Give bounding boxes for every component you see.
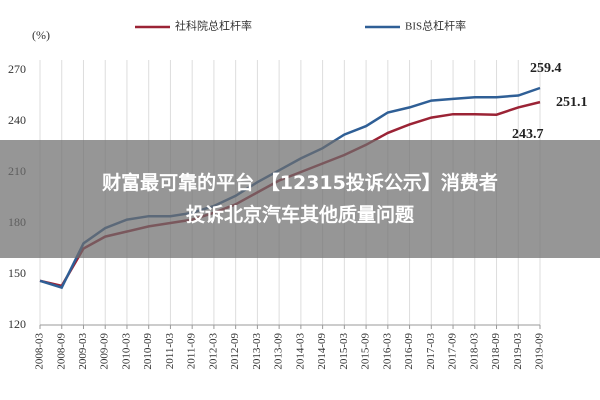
legend-label: BIS总杠杆率 — [405, 19, 466, 33]
annotation: 243.7 — [512, 127, 544, 142]
x-tick-label: 2016-09 — [403, 333, 415, 370]
x-tick-label: 2008-03 — [34, 333, 46, 370]
x-tick-label: 2008-09 — [55, 333, 67, 370]
legend-label: 社科院总杠杆率 — [175, 19, 252, 33]
x-tick-label: 2009-09 — [99, 333, 111, 370]
annotation: 259.4 — [530, 61, 562, 76]
annotation: 251.1 — [556, 95, 588, 110]
x-tick-label: 2011-03 — [164, 333, 176, 370]
overlay-banner: 财富最可靠的平台 【12315投诉公示】消费者 投诉北京汽车其他质量问题 — [0, 140, 600, 258]
x-tick-label: 2019-09 — [534, 333, 546, 370]
overlay-text: 财富最可靠的平台 【12315投诉公示】消费者 — [102, 172, 498, 194]
y-tick-label: 120 — [8, 317, 26, 331]
overlay-text: 投诉北京汽车其他质量问题 — [185, 204, 414, 226]
x-tick-label: 2013-03 — [251, 333, 263, 370]
y-tick-label: 270 — [8, 62, 26, 76]
x-tick-label: 2017-03 — [425, 333, 437, 370]
x-tick-label: 2010-09 — [142, 333, 154, 370]
x-tick-label: 2014-09 — [316, 333, 328, 370]
x-tick-label: 2017-09 — [447, 333, 459, 370]
x-tick-label: 2016-03 — [381, 333, 393, 370]
x-tick-label: 2018-09 — [490, 333, 502, 370]
x-tick-label: 2012-03 — [207, 333, 219, 370]
unit-label: (%) — [32, 28, 50, 42]
x-tick-label: 2015-09 — [360, 333, 372, 370]
x-tick-label: 2009-03 — [77, 333, 89, 370]
x-tick-label: 2010-03 — [120, 333, 132, 370]
x-tick-label: 2012-09 — [229, 333, 241, 370]
x-tick-label: 2013-09 — [273, 333, 285, 370]
y-tick-label: 240 — [8, 113, 26, 127]
x-tick-label: 2018-03 — [468, 333, 480, 370]
x-tick-label: 2014-03 — [294, 333, 306, 370]
y-tick-label: 150 — [8, 266, 26, 280]
x-tick-label: 2015-03 — [338, 333, 350, 370]
x-tick-label: 2011-09 — [186, 333, 198, 370]
x-tick-label: 2019-03 — [512, 333, 524, 370]
